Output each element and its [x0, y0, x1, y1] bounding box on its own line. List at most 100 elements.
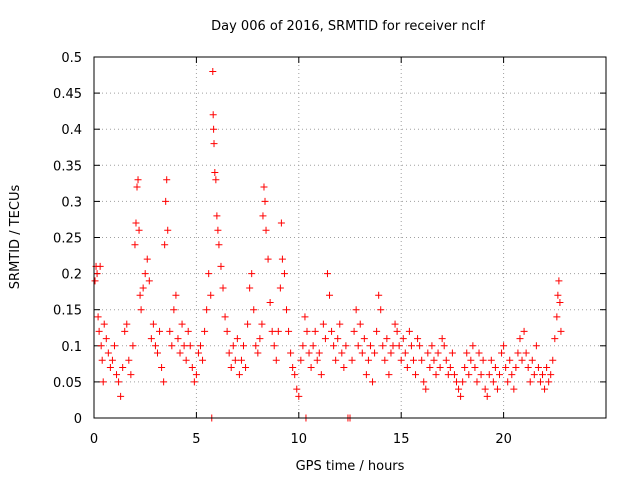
- data-point: [469, 342, 477, 350]
- data-point: [381, 356, 389, 364]
- data-point: [510, 385, 518, 393]
- data-point: [557, 327, 565, 335]
- data-point: [210, 140, 218, 148]
- x-tick-label: 5: [192, 432, 200, 447]
- y-tick-label: 0.15: [53, 304, 82, 319]
- data-point: [283, 306, 291, 314]
- y-tick-label: 0.45: [53, 87, 82, 102]
- data-point: [432, 371, 440, 379]
- data-point: [539, 371, 547, 379]
- data-point: [426, 363, 434, 371]
- data-point: [547, 371, 555, 379]
- data-point: [299, 342, 307, 350]
- data-point: [285, 327, 293, 335]
- data-point: [412, 371, 420, 379]
- data-point: [151, 342, 159, 350]
- data-point: [514, 349, 522, 357]
- data-point: [479, 356, 487, 364]
- data-point: [91, 277, 99, 285]
- data-point: [524, 363, 532, 371]
- data-point: [496, 371, 504, 379]
- data-point: [387, 349, 395, 357]
- data-point: [133, 183, 141, 191]
- data-point: [307, 363, 315, 371]
- data-point: [440, 342, 448, 350]
- data-point: [231, 356, 239, 364]
- data-point: [389, 342, 397, 350]
- data-point: [541, 385, 549, 393]
- data-point: [323, 270, 331, 278]
- data-point: [434, 349, 442, 357]
- data-point: [399, 335, 407, 343]
- data-point: [375, 291, 383, 299]
- y-tick-label: 0: [74, 412, 82, 427]
- plot-frame: [93, 56, 607, 419]
- data-point: [350, 327, 358, 335]
- y-tick-label: 0.25: [53, 232, 82, 247]
- data-point: [532, 342, 540, 350]
- data-point: [132, 219, 140, 227]
- data-point: [444, 371, 452, 379]
- data-point: [465, 371, 473, 379]
- data-point: [473, 378, 481, 386]
- data-point: [258, 320, 266, 328]
- data-point: [186, 342, 194, 350]
- data-point: [530, 371, 538, 379]
- data-point: [467, 356, 475, 364]
- data-point: [203, 306, 211, 314]
- data-point: [332, 356, 340, 364]
- data-point: [174, 335, 182, 343]
- data-point: [362, 371, 370, 379]
- y-tick-label: 0.1: [61, 340, 82, 355]
- data-points: [91, 67, 565, 422]
- data-point: [424, 349, 432, 357]
- data-point: [319, 320, 327, 328]
- y-tick-label: 0.35: [53, 159, 82, 174]
- data-point: [162, 197, 170, 205]
- data-point: [170, 306, 178, 314]
- data-point: [485, 371, 493, 379]
- data-point: [403, 363, 411, 371]
- data-point: [272, 356, 280, 364]
- data-point: [117, 392, 125, 400]
- data-point: [223, 327, 231, 335]
- data-point: [493, 385, 501, 393]
- data-point: [110, 342, 118, 350]
- data-point: [518, 356, 526, 364]
- x-tick-label: 15: [393, 432, 410, 447]
- data-point: [360, 335, 368, 343]
- data-point: [528, 356, 536, 364]
- data-point: [172, 291, 180, 299]
- data-point: [498, 349, 506, 357]
- data-point: [156, 327, 164, 335]
- data-point: [430, 356, 438, 364]
- data-point: [379, 342, 387, 350]
- data-point: [96, 262, 104, 270]
- data-point: [520, 327, 528, 335]
- data-point: [139, 284, 147, 292]
- data-point: [455, 385, 463, 393]
- y-tick-label: 0.4: [61, 123, 82, 138]
- data-point: [102, 335, 110, 343]
- data-point: [373, 327, 381, 335]
- data-point: [100, 320, 108, 328]
- data-point: [137, 306, 145, 314]
- data-point: [354, 342, 362, 350]
- data-point: [141, 270, 149, 278]
- data-point: [475, 349, 483, 357]
- data-point: [534, 363, 542, 371]
- data-point: [188, 363, 196, 371]
- x-tick-labels: 0 5 10 15 20: [90, 432, 512, 447]
- data-point: [242, 363, 250, 371]
- data-point: [106, 363, 114, 371]
- data-point: [508, 371, 516, 379]
- data-point: [115, 378, 123, 386]
- data-point: [481, 385, 489, 393]
- data-point: [452, 378, 460, 386]
- data-point: [414, 335, 422, 343]
- data-point: [295, 392, 303, 400]
- data-point: [383, 335, 391, 343]
- data-point: [217, 262, 225, 270]
- data-point: [213, 212, 221, 220]
- data-point: [214, 226, 222, 234]
